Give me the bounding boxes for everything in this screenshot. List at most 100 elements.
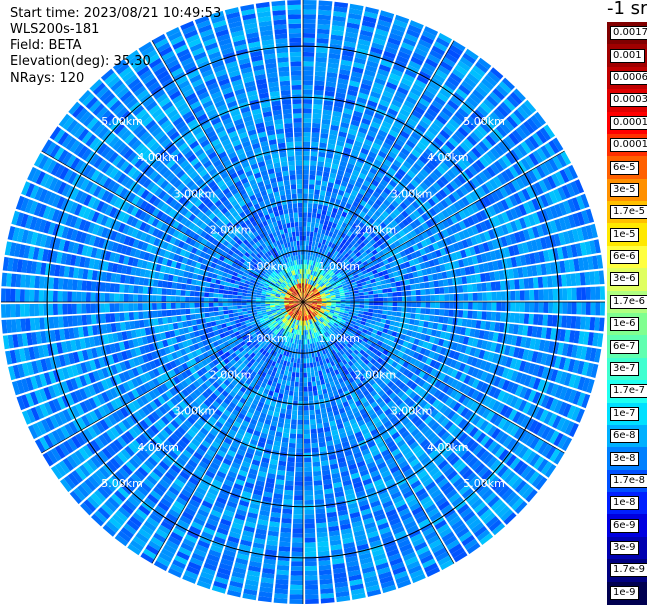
ray-gate xyxy=(393,121,404,130)
ray-gate xyxy=(331,29,344,36)
ray-gate xyxy=(337,259,343,265)
ray-gate xyxy=(332,207,338,214)
ray-gate xyxy=(439,129,451,140)
ray-gate xyxy=(469,93,482,105)
ray-gate xyxy=(396,311,402,317)
ray-gate xyxy=(378,293,384,298)
ray-gate xyxy=(464,48,479,61)
ray-gate xyxy=(519,290,525,301)
ray-gate xyxy=(293,518,303,524)
ray-gate xyxy=(393,95,405,104)
ray-gate xyxy=(312,456,320,463)
ray-gate xyxy=(413,145,424,155)
ray-gate xyxy=(439,309,445,316)
ray-gate xyxy=(320,408,327,414)
ray-gate xyxy=(444,302,450,309)
ray-gate xyxy=(379,221,387,229)
ray-gate xyxy=(431,100,443,111)
ray-gate xyxy=(345,27,359,34)
ray-gate xyxy=(321,384,327,390)
ray-gate xyxy=(303,179,309,185)
ray-gate xyxy=(391,311,397,317)
ray-gate xyxy=(358,221,365,229)
ray-gate xyxy=(387,292,393,297)
ray-gate xyxy=(315,218,321,224)
ray-gate xyxy=(333,218,339,225)
ray-gate xyxy=(334,178,342,185)
ray-gate xyxy=(345,137,355,145)
ray-gate xyxy=(386,315,392,320)
ray-gate xyxy=(341,250,347,257)
ray-gate xyxy=(309,362,314,368)
ray-gate xyxy=(373,309,379,314)
ray-gate xyxy=(330,39,343,46)
ray-gate xyxy=(296,448,303,453)
ray-gate xyxy=(313,271,317,277)
ray-gate xyxy=(405,139,416,149)
ray-gate xyxy=(328,53,341,60)
ray-gate xyxy=(303,113,312,119)
ray-gate xyxy=(423,165,433,175)
ray-gate xyxy=(414,79,427,89)
ray-gate xyxy=(305,278,307,284)
ray-gate xyxy=(501,302,506,312)
ray-gate xyxy=(361,118,371,126)
ray-gate xyxy=(314,261,318,267)
ray-gate xyxy=(304,292,306,298)
ray-gate xyxy=(430,295,436,302)
ray-gate xyxy=(317,19,331,25)
ray-gate xyxy=(303,325,305,331)
ray-gate xyxy=(303,330,305,335)
ray-gate xyxy=(304,485,313,491)
ray-gate xyxy=(290,424,297,430)
ray-gate xyxy=(430,77,443,88)
ray-gate xyxy=(320,190,326,196)
ray-gate xyxy=(340,232,347,239)
ray-gate xyxy=(441,144,452,155)
ray-gate xyxy=(319,446,327,453)
ray-gate xyxy=(537,314,544,326)
ray-gate xyxy=(308,188,314,194)
ray-gate xyxy=(304,495,314,501)
ray-gate xyxy=(406,28,420,39)
ray-gate xyxy=(281,437,289,443)
ray-gate xyxy=(307,217,312,223)
ray-gate xyxy=(323,100,334,106)
ray-gate xyxy=(320,258,325,264)
ray-gate xyxy=(397,86,409,96)
ray-gate xyxy=(458,310,464,318)
ray-gate xyxy=(380,179,389,187)
ray-gate xyxy=(314,277,319,283)
ray-gate xyxy=(310,367,315,373)
ray-gate xyxy=(317,536,329,543)
ray-gate xyxy=(303,344,306,350)
ray-gate xyxy=(410,290,416,296)
ray-gate xyxy=(383,116,394,125)
ray-gate xyxy=(468,302,473,310)
ray-gate xyxy=(293,509,303,515)
ray-gate xyxy=(347,249,353,255)
ray-gate xyxy=(380,318,387,324)
ray-gate xyxy=(278,374,284,380)
ray-gate xyxy=(306,294,310,299)
ray-gate xyxy=(418,70,432,81)
ray-gate xyxy=(315,52,328,58)
ray-gate xyxy=(404,33,419,43)
ray-gate xyxy=(280,408,286,414)
ray-gate xyxy=(404,173,413,182)
ray-gate xyxy=(303,136,311,142)
ray-gate xyxy=(354,140,363,148)
ray-gate xyxy=(336,140,345,147)
ray-gate xyxy=(304,433,311,439)
ray-gate xyxy=(338,131,347,138)
ray-gate xyxy=(309,292,314,296)
ray-gate xyxy=(581,302,587,315)
ray-gate xyxy=(312,385,317,392)
ray-gate xyxy=(331,254,336,260)
ray-gate xyxy=(297,334,300,340)
ray-gate xyxy=(324,230,330,236)
ray-gate xyxy=(303,212,307,218)
ray-gate xyxy=(290,570,303,576)
ray-gate xyxy=(276,565,290,571)
ray-gate xyxy=(425,295,431,302)
